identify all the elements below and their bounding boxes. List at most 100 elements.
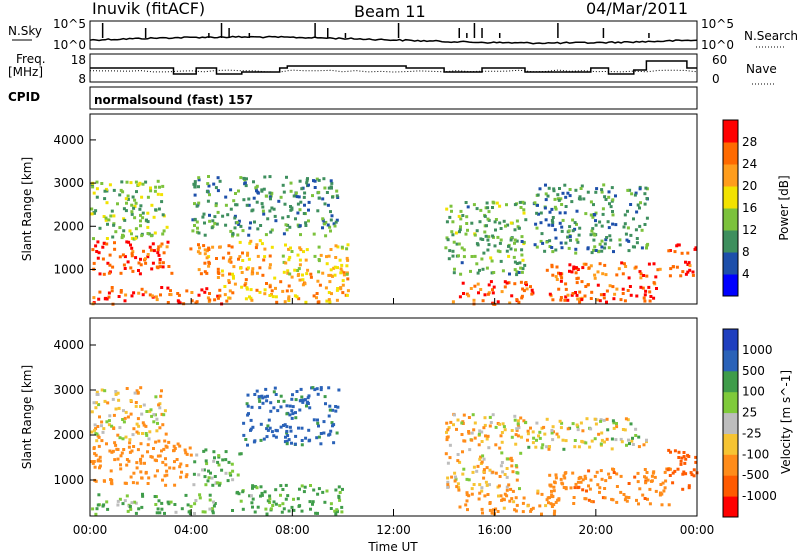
heatmap-cell: [652, 281, 656, 285]
heatmap-cell: [97, 435, 101, 439]
heatmap-cell: [246, 251, 250, 255]
heatmap-cell: [140, 287, 144, 291]
heatmap-cell: [597, 432, 601, 436]
heatmap-cell: [631, 436, 634, 440]
heatmap-cell: [566, 293, 570, 297]
heatmap-cell: [93, 452, 97, 456]
heatmap-cell: [269, 409, 273, 413]
heatmap-cell: [217, 483, 221, 487]
heatmap-cell: [481, 299, 485, 303]
heatmap-cell: [228, 296, 232, 300]
heatmap-cell: [204, 459, 208, 463]
heatmap-cell: [112, 413, 116, 417]
heatmap-cell: [594, 223, 598, 227]
heatmap-cell: [539, 211, 543, 215]
heatmap-cell: [279, 405, 283, 409]
heatmap-cell: [632, 217, 635, 221]
heatmap-cell: [284, 261, 288, 265]
heatmap-cell: [496, 300, 500, 304]
heatmap-cell: [313, 179, 317, 183]
heatmap-cell: [663, 486, 667, 490]
heatmap-cell: [587, 498, 591, 502]
heatmap-cell: [231, 478, 235, 482]
heatmap-cell: [93, 423, 97, 427]
heatmap-cell: [260, 202, 264, 206]
heatmap-cell: [563, 211, 567, 215]
heatmap-cell: [162, 413, 166, 417]
heatmap-cell: [233, 216, 237, 220]
heatmap-cell: [454, 477, 458, 481]
heatmap-cell: [202, 468, 206, 472]
heatmap-cell: [581, 429, 585, 433]
heatmap-cell: [564, 195, 568, 199]
heatmap-cell: [216, 189, 220, 193]
heatmap-cell: [128, 229, 132, 233]
frequency-trace: [90, 60, 697, 75]
heatmap-cell: [114, 393, 118, 396]
heatmap-cell: [103, 399, 107, 403]
heatmap-cell: [614, 194, 617, 198]
heatmap-cell: [449, 204, 453, 208]
heatmap-cell: [479, 455, 483, 459]
heatmap-cell: [317, 245, 321, 249]
heatmap-cell: [503, 428, 507, 432]
heatmap-cell: [201, 510, 205, 514]
heatmap-cell: [113, 441, 117, 445]
heatmap-cell: [544, 183, 547, 187]
heatmap-cell: [312, 488, 316, 492]
heatmap-cell: [317, 435, 321, 439]
heatmap-cell: [279, 493, 282, 497]
heatmap-cell: [122, 420, 126, 424]
heatmap-cell: [587, 484, 590, 488]
heatmap-cell: [211, 511, 215, 515]
heatmap-cell: [470, 431, 474, 435]
heatmap-cell: [223, 293, 227, 297]
heatmap-cell: [648, 299, 652, 303]
heatmap-cell: [621, 272, 625, 276]
heatmap-cell: [327, 291, 331, 294]
power-ylabel: Slant Range [km]: [20, 157, 34, 261]
heatmap-cell: [261, 205, 265, 209]
heatmap-cell: [564, 439, 568, 443]
heatmap-cell: [92, 261, 96, 265]
heatmap-cell: [510, 464, 514, 468]
heatmap-cell: [157, 245, 161, 249]
heatmap-cell: [548, 445, 551, 448]
heatmap-cell: [322, 177, 326, 181]
freq-label: Freq.: [16, 52, 46, 66]
heatmap-cell: [208, 292, 211, 295]
velocity-colorbar-tick-label: -25: [742, 426, 762, 440]
heatmap-cell: [540, 426, 544, 430]
heatmap-cell: [574, 251, 578, 255]
heatmap-cell: [172, 444, 176, 448]
heatmap-cell: [456, 482, 460, 486]
heatmap-cell: [455, 427, 458, 431]
heatmap-cell: [144, 471, 148, 475]
freq-right-tick-high: 60: [712, 53, 727, 67]
velocity-colorbar-block: [723, 433, 738, 455]
heatmap-cell: [638, 270, 642, 274]
heatmap-cell: [574, 271, 578, 275]
heatmap-cell: [307, 428, 311, 432]
cpid-frame: [89, 86, 698, 110]
heatmap-cell: [611, 285, 615, 289]
heatmap-cell: [282, 190, 286, 194]
heatmap-cell: [160, 507, 164, 511]
heatmap-cell: [455, 485, 459, 489]
heatmap-cell: [600, 438, 604, 442]
heatmap-cell: [298, 224, 302, 228]
heatmap-cell: [298, 208, 302, 212]
heatmap-cell: [137, 261, 141, 265]
noise-spikes: [101, 23, 650, 38]
heatmap-cell: [211, 245, 215, 249]
heatmap-cell: [226, 213, 230, 217]
heatmap-cell: [503, 492, 507, 496]
heatmap-cell: [146, 195, 150, 199]
heatmap-cell: [544, 504, 548, 508]
heatmap-cell: [444, 246, 448, 250]
heatmap-cell: [224, 203, 228, 207]
heatmap-cell: [216, 270, 220, 274]
heatmap-cell: [131, 195, 135, 199]
heatmap-cell: [517, 426, 521, 430]
heatmap-cell: [566, 235, 570, 239]
